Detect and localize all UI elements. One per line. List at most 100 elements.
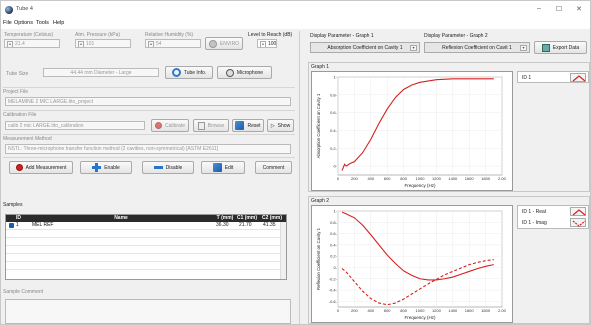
x-tick-label: 200 — [351, 308, 358, 313]
temperature-label: Temperature (Celsius) — [4, 32, 54, 38]
edit-button[interactable]: Edit — [201, 161, 245, 174]
enable-button[interactable]: Enable — [80, 161, 132, 174]
graph1-param-label: Display Parameter - Graph 1 — [310, 33, 374, 39]
browse-button[interactable]: Browse — [193, 119, 229, 132]
menu-bar: File Options Tools Help — [1, 19, 590, 29]
export-data-label: Export Data — [552, 44, 580, 51]
edit-label: Edit — [224, 164, 234, 171]
graph1-panel: Graph 1 0 200 400 600 800 1000 1200 1400 1600 180… — [308, 62, 590, 192]
row-name: MEL REF — [32, 222, 54, 228]
calibration-file-header: Calibration File — [3, 112, 37, 118]
calibrate-button[interactable]: Calibrate — [151, 119, 189, 132]
row-id: 1 — [16, 222, 19, 228]
tube-info-button[interactable]: Tube Info. — [165, 66, 213, 79]
graph2-legend: ID 1 - Real ID 1 - Imag — [517, 205, 589, 229]
x-tick-label: 0 — [337, 176, 340, 181]
magnifier-icon — [171, 68, 181, 77]
tube-size-label: Tube Size — [6, 71, 29, 77]
reset-button[interactable]: Reset — [232, 119, 264, 132]
window-title: Tube 4 — [16, 6, 33, 12]
y-tick-label: 0.4- — [330, 128, 338, 133]
reset-label: Reset — [247, 122, 261, 129]
menu-file[interactable]: File — [3, 20, 12, 26]
pressure-field[interactable]: ▴ 101 — [75, 39, 131, 48]
export-data-button[interactable]: Export Data — [534, 41, 587, 54]
show-label: Show — [277, 122, 291, 129]
menu-tools[interactable]: Tools — [36, 20, 49, 26]
temperature-field[interactable]: ▴ 21.4 — [4, 39, 60, 48]
record-icon — [15, 164, 23, 171]
table-row[interactable]: 1 MEL REF 36.30 21.70 41.35 — [6, 222, 280, 229]
minimize-button[interactable]: – — [537, 5, 541, 12]
enviro-label: ENVIRO — [219, 40, 240, 47]
project-file-field: MELAMINE 2 MIC LARGE.tito_project — [5, 97, 291, 106]
legend-swatch-button[interactable] — [570, 218, 586, 227]
graph1-legend: ID 1 — [517, 71, 589, 83]
enviro-button[interactable]: ENVIRO — [205, 37, 243, 50]
arrow-right-icon: ▷ — [270, 122, 275, 129]
comment-button[interactable]: Comment — [255, 161, 292, 174]
microphone-icon — [225, 68, 234, 77]
graph2-param-value: Reflexion Coefficient on Cavit 1 — [442, 44, 512, 51]
graph2-chart: 0 200 400 600 800 1000 1200 1400 1600 1800 2.00 -0.… — [316, 209, 507, 321]
menu-help[interactable]: Help — [53, 20, 65, 26]
add-measurement-button[interactable]: Add Measurement — [9, 161, 73, 174]
microphone-label: Microphone — [236, 69, 264, 76]
export-icon — [541, 43, 550, 52]
column-header-id[interactable]: ID — [6, 215, 28, 222]
x-axis-label: Frequency (Hz) — [404, 183, 436, 188]
calibration-file-field: calib 2 mic LARGE.tito_calibration — [5, 121, 145, 130]
column-header-t[interactable]: T (mm) — [214, 215, 236, 222]
y-tick-label: 1- — [333, 209, 337, 214]
graph1-plot-area[interactable]: 0 200 400 600 800 1000 1200 1400 1600 1800 2.00 0- 0… — [311, 71, 513, 191]
calibrate-label: Calibrate — [164, 122, 185, 129]
pressure-value: 101 — [86, 41, 95, 47]
menu-options[interactable]: Options — [14, 20, 33, 26]
y-tick-label: 0- — [333, 265, 337, 270]
sample-comment-header: Sample Comment — [3, 289, 44, 295]
y-tick-label: 0- — [333, 164, 337, 169]
minus-icon — [153, 166, 163, 169]
enviro-icon — [208, 39, 217, 48]
x-tick-label: 600 — [384, 308, 391, 313]
legend-line-icon — [572, 220, 586, 227]
row-c1: 21.70 — [239, 222, 252, 228]
show-button[interactable]: ▷ Show — [267, 119, 294, 132]
microphone-button[interactable]: Microphone — [217, 66, 272, 79]
humidity-value: 54 — [156, 41, 162, 47]
level-field[interactable]: ▴ 100 — [257, 39, 277, 48]
column-header-name[interactable]: Name — [28, 215, 214, 222]
disable-label: Disable — [165, 164, 183, 171]
table-scrollbar[interactable] — [280, 222, 286, 279]
add-measurement-label: Add Measurement — [25, 164, 67, 171]
humidity-field[interactable]: ▴ 54 — [145, 39, 201, 48]
tube-size-select[interactable]: 44.44 mm Diameter - Large — [43, 68, 159, 77]
graph2-param-label: Display Parameter - Graph 2 — [424, 33, 488, 39]
disable-button[interactable]: Disable — [142, 161, 194, 174]
legend-swatch-button[interactable] — [570, 207, 586, 216]
legend-swatch-button[interactable] — [570, 73, 586, 82]
sample-comment-field[interactable] — [5, 299, 291, 324]
row-divider — [6, 229, 280, 230]
plus-icon — [92, 163, 102, 172]
vertical-divider — [299, 31, 300, 324]
y-tick-label: 0.2- — [330, 254, 338, 259]
comment-label: Comment — [262, 164, 285, 171]
row-divider — [6, 269, 280, 270]
column-header-c2[interactable]: C2 (mm) — [258, 215, 286, 222]
close-button[interactable]: ✕ — [576, 6, 582, 13]
x-tick-label: 1600 — [465, 176, 475, 181]
x-tick-label: 1400 — [448, 308, 458, 313]
graph1-param-select[interactable]: Absorption Coefficient on Cavity 1 ▾ — [310, 42, 420, 53]
x-tick-label: 200 — [351, 176, 358, 181]
x-tick-label: 1800 — [481, 308, 491, 313]
maximize-button[interactable]: ☐ — [555, 6, 563, 13]
y-tick-label: -0.4- — [329, 288, 338, 293]
checkbox-checked[interactable] — [9, 223, 14, 228]
column-header-c1[interactable]: C1 (mm) — [236, 215, 258, 222]
graph2-param-select[interactable]: Reflexion Coefficient on Cavit 1 ▾ — [424, 42, 530, 53]
legend-line-icon — [572, 209, 586, 216]
x-tick-label: 600 — [384, 176, 391, 181]
graph2-plot-area[interactable]: 0 200 400 600 800 1000 1200 1400 1600 1800 2.00 -0.… — [311, 205, 513, 323]
y-axis-label: Reflexion Coefficient on Cavity 1 — [316, 227, 321, 290]
